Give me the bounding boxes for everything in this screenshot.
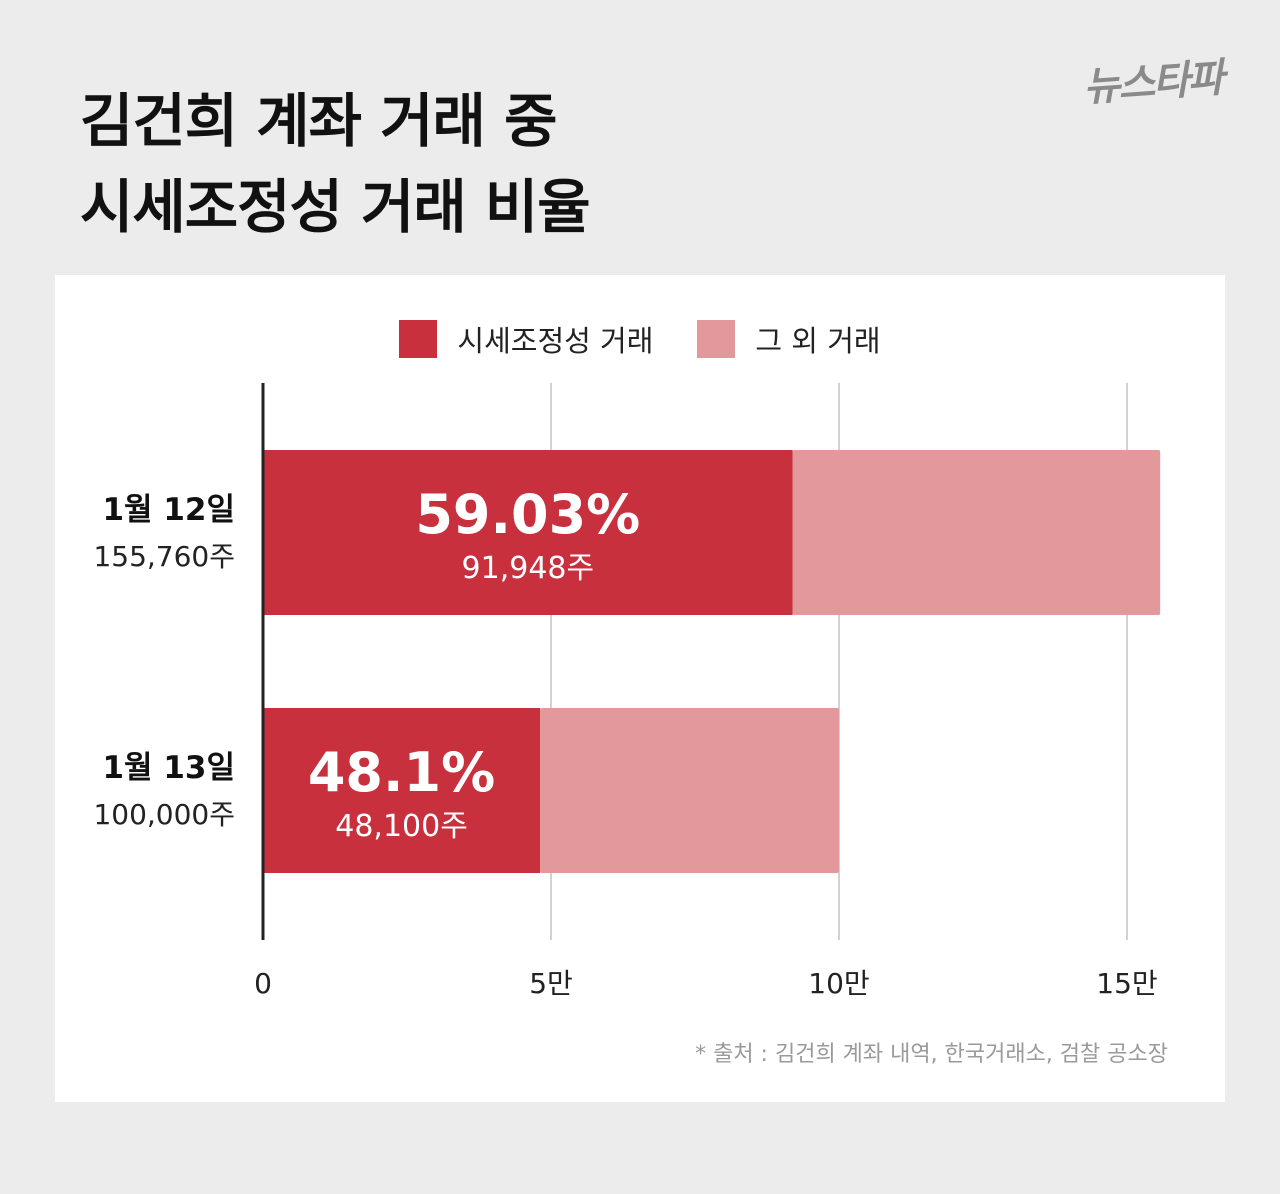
legend-label-other: 그 외 거래 [755, 324, 881, 358]
bar-manipulation-1 [263, 708, 541, 873]
data-label-shares-1: 48,100주 [335, 809, 468, 844]
x-tick-label-3: 15만 [1096, 967, 1157, 1000]
category-total-0: 155,760주 [93, 540, 235, 573]
data-label-shares-0: 91,948주 [462, 551, 595, 586]
chart-title: 김건희 계좌 거래 중 시세조정성 거래 비율 [80, 78, 591, 250]
legend-swatch-other [697, 320, 736, 358]
category-total-1: 100,000주 [93, 798, 235, 831]
legend-swatch-manipulation [399, 320, 438, 358]
legend-label-manipulation: 시세조정성 거래 [457, 324, 654, 358]
source-note: * 출처 : 김건희 계좌 내역, 한국거래소, 검찰 공소장 [695, 1042, 1168, 1067]
legend: 시세조정성 거래 그 외 거래 [0, 318, 1280, 360]
title-line-2: 시세조정성 거래 비율 [80, 173, 591, 241]
title-line-1: 김건희 계좌 거래 중 [80, 87, 557, 155]
category-label-1: 1월 13일 [102, 750, 235, 786]
chart-card [55, 275, 1225, 1102]
data-label-percent-1: 48.1% [308, 741, 495, 804]
legend-item-manipulation: 시세조정성 거래 [399, 318, 653, 360]
bar-manipulation-0 [263, 450, 793, 615]
x-tick-label-2: 10만 [808, 967, 869, 1000]
category-label-0: 1월 12일 [102, 492, 235, 528]
bar-other-0 [792, 450, 1161, 615]
legend-item-other: 그 외 거래 [697, 318, 881, 360]
data-label-percent-0: 59.03% [415, 483, 640, 546]
x-tick-label-0: 0 [254, 967, 272, 1000]
x-tick-label-1: 5만 [529, 967, 573, 1000]
bar-other-1 [540, 708, 839, 873]
